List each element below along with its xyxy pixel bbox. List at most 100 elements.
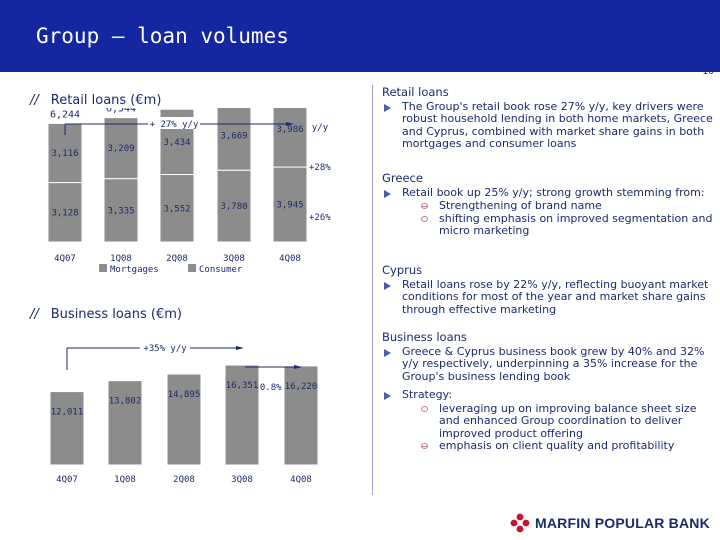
growth-label-bg <box>140 341 190 353</box>
mortgages-value-label: 3,335 <box>107 206 134 216</box>
greece-sub-bullet: shifting emphasis on improved segmentati… <box>382 211 714 238</box>
bank-logo: MARFIN POPULAR BANK <box>510 513 710 533</box>
business-value-label: 12,011 <box>51 408 84 418</box>
mortgages-growth-label: +26% <box>309 213 331 223</box>
retail-section-title: // Retail loans (€m) <box>30 93 161 108</box>
total-value-label: 6,244 <box>50 109 80 120</box>
legend-swatch-consumer <box>188 264 196 272</box>
x-tick-label: 3Q08 <box>223 254 245 264</box>
strategy-sub-bullet: emphasis on client quality and profitabi… <box>382 439 714 453</box>
x-tick-label: 2Q08 <box>166 254 188 264</box>
sub-bullet-icon <box>421 215 428 222</box>
legend-swatch-mortgages <box>99 264 107 272</box>
change-arrow-head <box>294 365 302 369</box>
retail-notes-bullet: The Group's retail book rose 27% y/y, ke… <box>382 99 714 151</box>
sub-bullet-icon <box>421 203 428 209</box>
bullet-icon <box>384 103 391 112</box>
greece-sub-bullet: Strengthening of brand name <box>382 199 714 213</box>
x-tick-label: 2Q08 <box>173 475 195 485</box>
x-tick-label: 4Q08 <box>279 254 301 264</box>
mortgages-bar <box>159 174 195 243</box>
yy-label: y/y <box>312 123 329 133</box>
x-tick-label: 1Q08 <box>110 254 132 264</box>
sub-bullet-icon <box>421 405 428 412</box>
section-marker: // <box>30 307 39 322</box>
consumer-value-label: 3,434 <box>163 138 190 148</box>
page-title: Group – loan volumes <box>36 24 289 48</box>
x-tick-label: 1Q08 <box>114 475 136 485</box>
retail-loans-chart: 3,128 3,116 6,244 4Q07 3,335 3,209 6,544 1Q08 3,… <box>47 108 331 275</box>
retail-chart-title: Retail loans (€m) <box>50 93 162 108</box>
x-tick-label: 3Q08 <box>231 475 253 485</box>
bullet-icon <box>384 281 391 290</box>
retail-notes-text: The Group's retail book rose 27% y/y, ke… <box>402 99 713 150</box>
business-notes: Business loans Greece & Cyprus business … <box>382 331 714 453</box>
retail-notes: Retail loans The Group's retail book ros… <box>382 86 714 152</box>
business-notes-heading: Business loans <box>382 330 467 344</box>
consumer-value-label: 3,986 <box>276 125 303 135</box>
strategy-sub-text: leveraging up on improving balance sheet… <box>439 401 697 440</box>
business-value-label: 16,351 <box>226 381 259 391</box>
mortgages-value-label: 3,552 <box>163 204 190 214</box>
strategy-bullet: Strategy: <box>382 388 714 402</box>
section-marker: // <box>30 93 39 108</box>
consumer-bar <box>103 117 139 180</box>
bullet-icon <box>384 348 391 357</box>
x-tick-label: 4Q08 <box>290 475 312 485</box>
growth-label: + 27% y/y <box>150 120 199 130</box>
business-value-label: 14,895 <box>168 390 201 400</box>
growth-label-bg <box>148 117 200 129</box>
greece-sub-text: shifting emphasis on improved segmentati… <box>439 211 713 237</box>
page-number: 10 <box>702 67 714 77</box>
cyprus-notes: Cyprus Retail loans rose by 22% y/y, ref… <box>382 264 714 317</box>
bank-logo-icon <box>510 513 530 533</box>
business-value-label: 13,802 <box>109 397 142 407</box>
strategy-sub-text: emphasis on client quality and profitabi… <box>439 439 675 452</box>
x-tick-label: 4Q07 <box>56 475 78 485</box>
mortgages-bar <box>47 182 83 243</box>
mortgages-bar <box>216 169 252 243</box>
greece-notes-heading: Greece <box>382 171 423 185</box>
greece-notes-bullet: Retail book up 25% y/y; strong growth st… <box>382 185 714 200</box>
change-label: -0.8% <box>254 383 282 393</box>
cyprus-notes-text: Retail loans rose by 22% y/y, reflecting… <box>402 277 709 316</box>
consumer-value-label: 3,669 <box>220 131 247 141</box>
bullet-icon <box>384 189 391 198</box>
greece-notes: Greece Retail book up 25% y/y; strong gr… <box>382 172 714 238</box>
business-value-label: 16,220 <box>285 382 318 392</box>
strategy-text: Strategy: <box>402 388 453 401</box>
business-chart-title: Business loans (€m) <box>50 307 182 322</box>
business-bar <box>166 373 202 466</box>
consumer-growth-label: +28% <box>309 163 331 173</box>
business-bar <box>107 380 143 466</box>
bullet-icon <box>384 392 391 400</box>
business-bar <box>283 365 319 466</box>
x-tick-label: 4Q07 <box>54 254 76 264</box>
consumer-value-label: 3,116 <box>51 149 78 159</box>
legend-label-mortgages: Mortgages <box>110 265 159 275</box>
growth-label: +35% y/y <box>143 344 187 354</box>
business-loans-chart: 12,011 4Q07 13,802 1Q08 14,895 2Q08 16,351 3Q08… <box>49 341 319 485</box>
mortgages-value-label: 3,128 <box>51 208 78 218</box>
consumer-value-label: 3,209 <box>107 144 134 154</box>
mortgages-value-label: 3,945 <box>276 201 303 211</box>
column-divider <box>372 85 373 495</box>
retail-notes-heading: Retail loans <box>382 85 449 99</box>
cyprus-notes-heading: Cyprus <box>382 263 423 277</box>
sub-bullet-icon <box>421 443 428 449</box>
greece-notes-text: Retail book up 25% y/y; strong growth st… <box>402 185 705 199</box>
mortgages-value-label: 3,780 <box>220 202 247 212</box>
header-bar: Group – loan volumes <box>0 0 720 72</box>
business-bar <box>49 391 85 466</box>
growth-arrow-head <box>236 346 244 350</box>
growth-arrow-head <box>286 122 294 126</box>
mortgages-bar <box>272 166 308 243</box>
consumer-bar <box>272 108 308 168</box>
consumer-bar <box>216 108 252 171</box>
total-value-label: 6,544 <box>106 108 136 115</box>
cyprus-notes-bullet: Retail loans rose by 22% y/y, reflecting… <box>382 277 714 317</box>
business-bar <box>224 364 260 466</box>
strategy-sub-bullet: leveraging up on improving balance sheet… <box>382 401 714 441</box>
legend-label-consumer: Consumer <box>199 265 243 275</box>
bank-logo-text: MARFIN POPULAR BANK <box>535 515 710 531</box>
